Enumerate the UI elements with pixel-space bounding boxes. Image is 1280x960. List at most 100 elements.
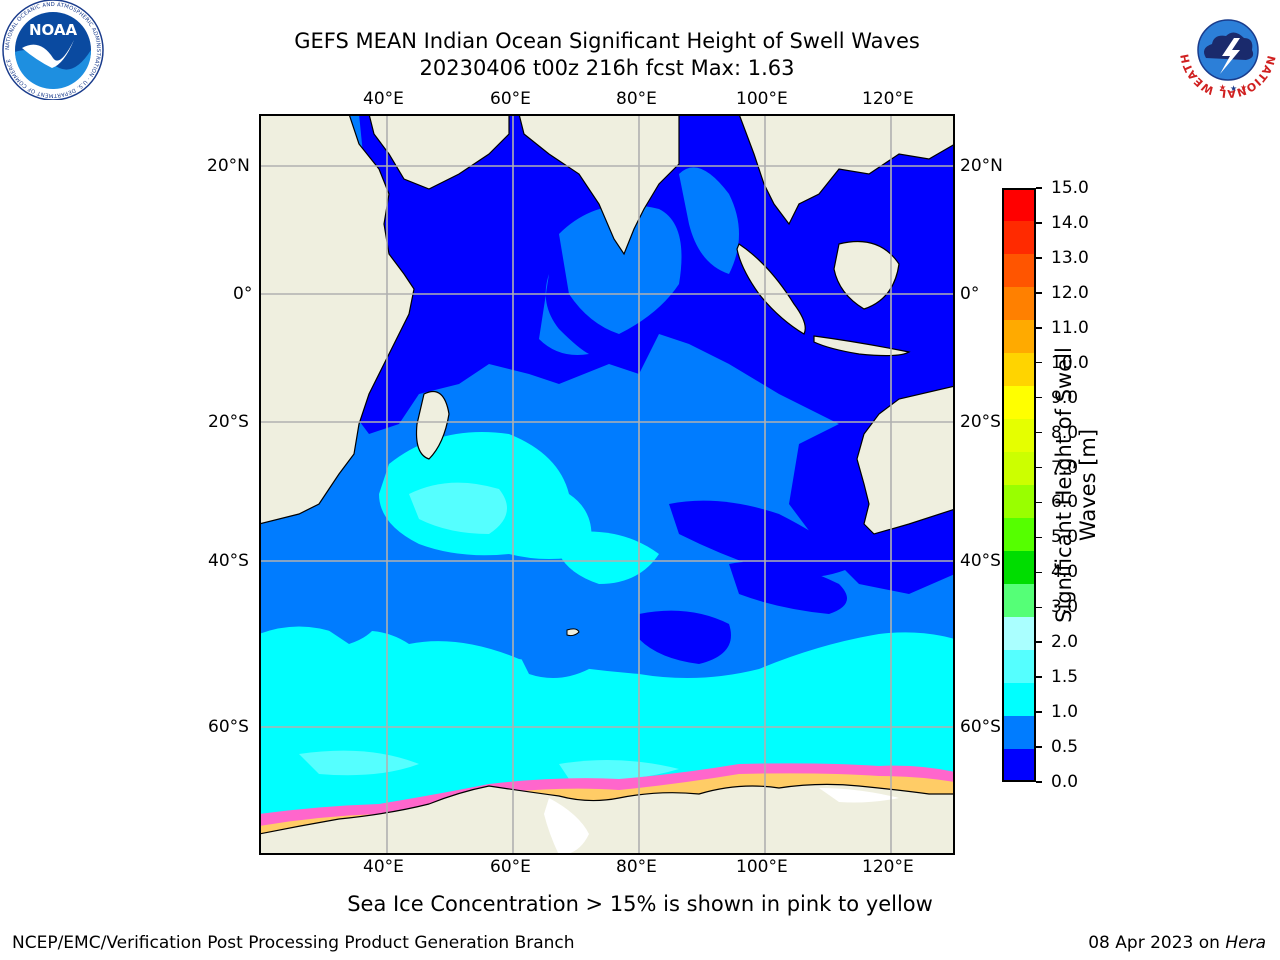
- colorbar-tick-mark: [1036, 676, 1042, 678]
- chart-title-line2: 20230406 t00z 216h fcst Max: 1.63: [419, 56, 795, 80]
- colorbar-segment: [1002, 386, 1036, 420]
- colorbar-tick-label: 0.5: [1051, 737, 1079, 758]
- colorbar-segment: [1002, 551, 1036, 585]
- lat-label-right-0: 0°: [960, 284, 980, 304]
- map-frame: [259, 114, 955, 855]
- lon-label-bottom-100e: 100°E: [736, 857, 788, 877]
- land-arabia: [368, 115, 510, 190]
- footer-date: 08 Apr 2023 on Hera: [1088, 933, 1266, 953]
- colorbar-tick-mark: [1036, 222, 1042, 224]
- colorbar-segment: [1002, 749, 1036, 782]
- lon-label-bottom-60e: 60°E: [490, 857, 531, 877]
- land-antarctica: [260, 783, 954, 854]
- footer-credit: NCEP/EMC/Verification Post Processing Pr…: [12, 933, 575, 953]
- colorbar-tick-label: 15.0: [1051, 178, 1089, 198]
- colorbar-segment: [1002, 683, 1036, 717]
- lon-label-top-80e: 80°E: [616, 89, 657, 109]
- colorbar-tick-label: 2.0: [1051, 632, 1079, 653]
- lat-label-right-20n: 20°N: [960, 156, 1003, 176]
- colorbar-segment: [1002, 485, 1036, 519]
- colorbar-tick-mark: [1036, 361, 1042, 364]
- land-kerguelen: [566, 628, 580, 637]
- colorbar-tick-label: 3.0: [1051, 597, 1079, 618]
- lon-label-bottom-80e: 80°E: [616, 857, 657, 877]
- lon-label-top-40e: 40°E: [363, 89, 404, 109]
- lat-label-left-40s: 40°S: [208, 551, 249, 571]
- lat-label-left-20n: 20°N: [207, 156, 250, 176]
- colorbar-tick-mark: [1036, 292, 1042, 294]
- lon-label-top-60e: 60°E: [490, 89, 531, 109]
- colorbar-segment: [1002, 716, 1036, 750]
- colorbar-tick-label: 0.0: [1051, 772, 1079, 792]
- colorbar-tick-label: 1.0: [1051, 702, 1079, 723]
- colorbar-tick-mark: [1036, 641, 1042, 643]
- colorbar-label-line2: Waves [m]: [1076, 428, 1100, 542]
- lat-label-right-20s: 20°S: [960, 412, 1001, 432]
- colorbar-tick-label: 8.0: [1051, 422, 1079, 443]
- colorbar-tick-label: 4.0: [1051, 562, 1079, 583]
- lon-label-bottom-40e: 40°E: [363, 857, 404, 877]
- colorbar-segment: [1002, 320, 1036, 354]
- colorbar-label-line1: Significant Height of Swell: [1052, 347, 1076, 623]
- svg-text:★: ★: [1219, 83, 1226, 92]
- colorbar-segment: [1002, 419, 1036, 453]
- colorbar-segment: [1002, 452, 1036, 486]
- land-madagascar: [415, 390, 450, 460]
- colorbar-segment: [1002, 353, 1036, 387]
- colorbar-tick-label: 11.0: [1051, 317, 1089, 338]
- colorbar-tick-label: 1.5: [1051, 667, 1079, 688]
- svg-text:★: ★: [1240, 83, 1247, 92]
- sea-ice-caption: Sea Ice Concentration > 15% is shown in …: [347, 892, 933, 916]
- colorbar-tick-label: 7.0: [1051, 457, 1079, 478]
- colorbar-tick-mark: [1036, 327, 1042, 329]
- footer-host: Hera: [1225, 933, 1266, 953]
- colorbar-segment: [1002, 221, 1036, 255]
- lat-label-right-40s: 40°S: [960, 551, 1001, 571]
- nws-logo: NATIONAL WEATHER SERVICE ★ ★ ★: [1176, 0, 1280, 100]
- lat-label-right-60s: 60°S: [960, 717, 1001, 737]
- colorbar-ticks: 15.0 14.0 13.0 12.0 11.0 10.0 9.0 8.0 7.0 6.0 5.0 4…: [1036, 178, 1116, 792]
- lon-label-top-120e: 120°E: [862, 89, 914, 109]
- colorbar-segment: [1002, 287, 1036, 321]
- colorbar-segment: [1002, 617, 1036, 651]
- land-australia: [856, 385, 954, 535]
- lat-label-left-20s: 20°S: [208, 412, 249, 432]
- colorbar-tick-label: 10.0: [1051, 352, 1089, 373]
- svg-text:NOAA: NOAA: [29, 21, 78, 39]
- colorbar-segment: [1002, 188, 1036, 222]
- colorbar-tick-mark: [1036, 501, 1042, 504]
- noaa-logo: NATIONAL OCEANIC AND ATMOSPHERIC ADMINIS…: [0, 0, 106, 100]
- colorbar: [1002, 188, 1036, 782]
- land-java: [813, 335, 911, 357]
- colorbar-segment: [1002, 584, 1036, 618]
- map-panel: [259, 114, 955, 855]
- colorbar-segment: [1002, 518, 1036, 552]
- colorbar-frame: [1002, 188, 1036, 782]
- lat-label-left-0: 0°: [233, 284, 253, 304]
- colorbar-tick-label: 14.0: [1051, 212, 1089, 233]
- colorbar-tick-label: 9.0: [1051, 387, 1079, 408]
- colorbar-tick-mark: [1036, 187, 1042, 189]
- colorbar-tick-mark: [1036, 571, 1042, 574]
- colorbar-tick-mark: [1036, 746, 1042, 748]
- colorbar-tick-mark: [1036, 466, 1042, 469]
- colorbar-tick-label: 6.0: [1051, 492, 1079, 513]
- colorbar-tick-mark: [1036, 257, 1042, 259]
- lon-label-top-100e: 100°E: [736, 89, 788, 109]
- lat-label-left-60s: 60°S: [208, 717, 249, 737]
- colorbar-tick-label: 5.0: [1051, 527, 1079, 548]
- footer-date-text: 08 Apr 2023 on: [1088, 933, 1226, 953]
- colorbar-tick-label: 12.0: [1051, 282, 1089, 303]
- land-borneo: [833, 240, 900, 310]
- colorbar-tick-mark: [1036, 606, 1042, 609]
- colorbar-tick-mark: [1036, 711, 1042, 713]
- svg-text:★: ★: [1230, 84, 1237, 93]
- colorbar-segment: [1002, 254, 1036, 288]
- colorbar-tick-mark: [1036, 536, 1042, 539]
- lon-label-bottom-120e: 120°E: [862, 857, 914, 877]
- colorbar-tick-mark: [1036, 431, 1042, 434]
- colorbar-tick-mark: [1036, 781, 1042, 783]
- land-sumatra: [736, 243, 806, 335]
- colorbar-tick-label: 13.0: [1051, 247, 1089, 268]
- colorbar-segment: [1002, 650, 1036, 684]
